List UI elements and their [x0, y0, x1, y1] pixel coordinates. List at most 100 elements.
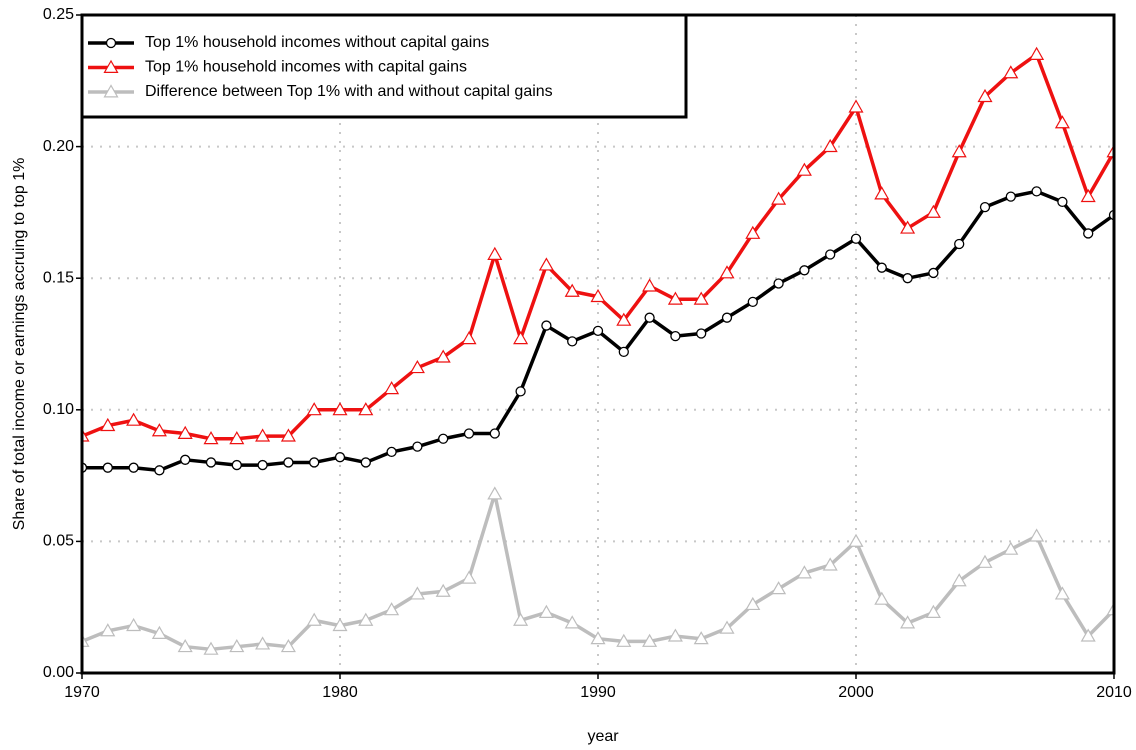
marker — [590, 288, 606, 303]
marker — [642, 278, 658, 292]
marker — [203, 641, 219, 655]
marker — [771, 191, 787, 205]
marker — [592, 325, 604, 336]
marker — [822, 557, 838, 571]
marker — [255, 636, 271, 650]
marker — [951, 573, 967, 587]
marker — [696, 328, 707, 339]
marker — [1057, 196, 1068, 208]
marker — [280, 638, 296, 653]
marker — [205, 457, 217, 468]
marker — [257, 459, 268, 471]
marker — [954, 238, 965, 250]
marker — [850, 233, 862, 244]
marker — [667, 291, 683, 305]
marker — [229, 431, 245, 445]
marker — [334, 452, 346, 463]
marker — [874, 591, 890, 605]
marker — [747, 296, 758, 308]
y-tick-label: 0.20 — [43, 138, 74, 155]
legend-box — [80, 13, 688, 119]
marker — [1054, 115, 1070, 129]
marker — [180, 454, 191, 465]
marker — [1003, 541, 1019, 555]
marker — [618, 346, 629, 358]
marker — [100, 417, 116, 432]
marker — [693, 631, 709, 645]
marker — [384, 602, 400, 616]
marker — [925, 204, 941, 218]
marker — [874, 186, 890, 200]
marker — [799, 265, 810, 276]
legend-label: Top 1% household incomes with capital ga… — [145, 59, 467, 76]
x-tick-label: 2010 — [1096, 684, 1132, 701]
marker — [719, 265, 735, 279]
marker — [1106, 144, 1114, 158]
marker — [693, 291, 709, 305]
marker — [745, 596, 761, 611]
marker — [386, 446, 397, 458]
marker — [822, 138, 838, 153]
marker — [1029, 528, 1045, 542]
marker — [642, 633, 658, 647]
marker — [590, 631, 606, 645]
marker — [384, 381, 400, 395]
marker — [644, 312, 655, 323]
marker — [358, 612, 374, 626]
marker — [82, 428, 90, 442]
legend-marker — [103, 59, 119, 73]
legend-marker — [103, 84, 119, 98]
marker — [796, 162, 812, 176]
marker — [1005, 191, 1016, 202]
marker — [513, 331, 529, 345]
marker — [435, 349, 451, 363]
marker — [203, 431, 219, 445]
marker — [306, 612, 322, 626]
marker — [435, 583, 451, 597]
marker — [438, 433, 449, 444]
x-tick-label: 1970 — [64, 684, 100, 701]
marker — [283, 457, 294, 468]
x-axis-label: year — [587, 728, 619, 745]
marker — [564, 283, 580, 297]
marker — [332, 617, 348, 632]
marker — [928, 267, 939, 279]
marker — [825, 249, 836, 260]
x-tick-label: 1990 — [580, 684, 616, 701]
marker — [151, 625, 167, 639]
y-axis-label: Share of total income or earnings accrui… — [11, 158, 28, 531]
marker — [796, 565, 812, 579]
x-tick-label: 2000 — [838, 684, 874, 701]
marker — [745, 225, 761, 239]
marker — [100, 623, 116, 637]
marker — [102, 462, 113, 473]
marker — [977, 88, 993, 103]
marker — [1080, 188, 1096, 203]
marker — [900, 615, 916, 629]
marker — [513, 612, 529, 626]
legend-label: Top 1% household incomes without capital… — [145, 34, 489, 51]
marker — [719, 620, 735, 634]
marker — [1054, 586, 1070, 600]
marker — [900, 220, 916, 234]
series-line — [82, 492, 1114, 652]
marker — [1029, 46, 1045, 60]
marker — [280, 428, 296, 442]
y-tick-label: 0.05 — [43, 533, 74, 550]
marker — [177, 425, 193, 439]
marker — [412, 441, 423, 452]
marker — [151, 423, 167, 437]
marker — [487, 486, 503, 500]
marker — [306, 402, 322, 416]
y-tick-label: 0.00 — [43, 664, 74, 681]
marker — [979, 201, 991, 213]
y-tick-label: 0.10 — [43, 401, 74, 418]
marker — [461, 331, 477, 345]
marker — [977, 554, 993, 568]
marker — [925, 604, 941, 618]
legend-marker — [105, 37, 117, 49]
marker — [360, 457, 371, 468]
marker — [409, 586, 425, 600]
